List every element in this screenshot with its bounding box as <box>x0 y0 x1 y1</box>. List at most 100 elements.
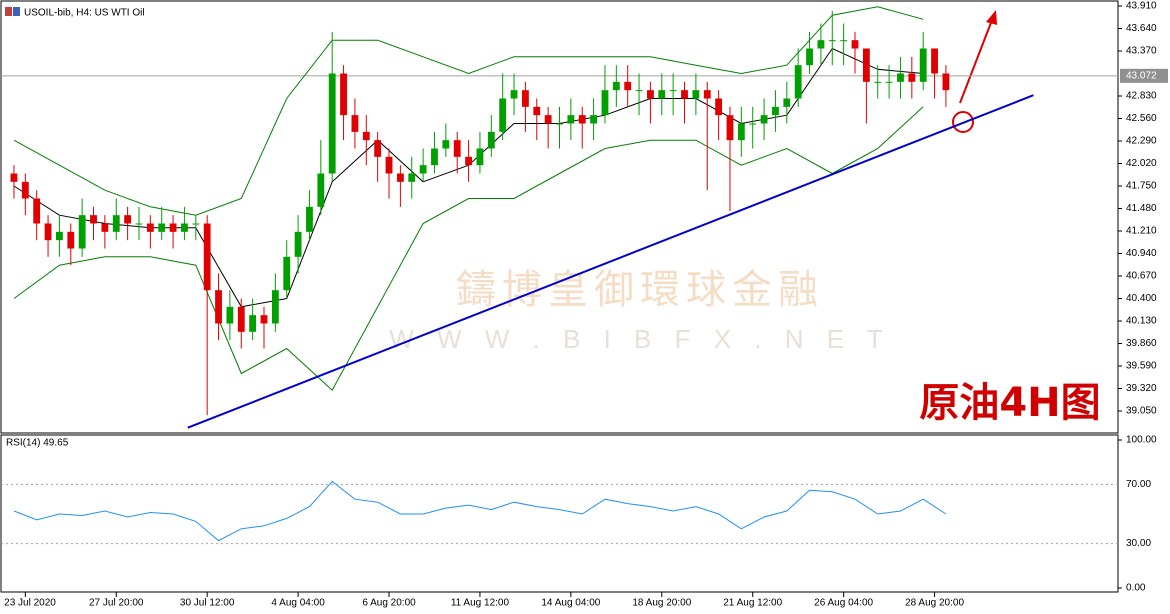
candle-body <box>658 90 666 99</box>
candle-body <box>237 306 245 332</box>
current-price-box <box>1120 68 1168 83</box>
candle-body <box>567 115 575 124</box>
candle-body <box>669 90 677 92</box>
icon-part <box>13 7 20 16</box>
x-tick-label: 4 Aug 04:00 <box>271 598 325 609</box>
y-tick-label: 39.050 <box>1126 406 1157 417</box>
y-tick-label: 41.750 <box>1126 181 1157 192</box>
candle-body <box>647 90 654 99</box>
candle-body <box>192 223 200 225</box>
candle-body <box>453 140 461 157</box>
candle-body <box>556 123 563 125</box>
candle-body <box>124 215 132 224</box>
watermark-url: W W W . B I B F X . N E T <box>389 324 890 354</box>
candle-body <box>465 156 472 166</box>
candle-body <box>260 315 268 324</box>
rsi-panel-frame <box>0 434 1119 593</box>
candle-body <box>21 181 29 199</box>
candle-body <box>772 106 779 116</box>
candle-body <box>840 40 848 42</box>
x-tick-label: 27 Jul 20:00 <box>89 598 144 609</box>
candle-body <box>90 215 97 224</box>
candle-body <box>306 206 313 232</box>
candle-body <box>624 81 632 91</box>
candle-body <box>908 73 916 82</box>
rsi-tick-label: 0.00 <box>1126 583 1146 594</box>
candle-body <box>726 115 734 141</box>
candle-body <box>897 73 904 82</box>
current-price-label: 43.072 <box>1126 70 1157 81</box>
trendline <box>187 94 1034 429</box>
candle-body <box>692 90 700 99</box>
candle-body <box>931 48 938 74</box>
candle-body <box>351 115 359 132</box>
x-tick-label: 23 Jul 2020 <box>4 598 56 609</box>
candle-body <box>374 140 382 157</box>
candle-body <box>544 115 552 124</box>
candle-body <box>44 223 52 241</box>
candle-body <box>146 223 154 232</box>
y-tick-label: 41.210 <box>1126 226 1157 237</box>
candle-body <box>794 65 802 99</box>
price-panel-frame <box>0 0 1119 434</box>
candle-body <box>612 81 620 91</box>
x-tick-label: 28 Aug 20:00 <box>905 598 964 609</box>
y-tick-label: 42.020 <box>1126 158 1157 169</box>
candle-body <box>499 98 507 132</box>
candle-body <box>828 40 836 42</box>
candle-body <box>942 73 950 91</box>
candle-body <box>419 165 427 174</box>
candle-body <box>181 223 188 232</box>
candle-body <box>817 40 825 49</box>
y-tick-label: 43.910 <box>1126 1 1157 12</box>
arrow <box>952 10 997 133</box>
y-tick-label: 43.370 <box>1126 46 1157 57</box>
candle-body <box>749 123 757 125</box>
y-tick-label: 39.590 <box>1126 361 1157 372</box>
candle-body <box>294 231 302 257</box>
rsi-tick-label: 100.00 <box>1126 435 1157 446</box>
symbol-icon <box>5 7 20 16</box>
candle-body <box>328 73 336 174</box>
y-tick-label: 42.830 <box>1126 91 1157 102</box>
candle-body <box>101 223 109 232</box>
candle-body <box>340 73 347 116</box>
candle-body <box>851 40 859 49</box>
indicator-line <box>13 106 924 392</box>
candle-body <box>521 90 529 107</box>
candle-body <box>78 215 86 249</box>
x-tick-label: 26 Aug 04:00 <box>814 598 873 609</box>
icon-part <box>5 7 12 16</box>
candle-body <box>476 148 484 166</box>
y-tick-label: 40.400 <box>1126 293 1157 304</box>
candle-body <box>510 90 518 99</box>
y-tick-label: 40.130 <box>1126 316 1157 327</box>
indicator-line <box>13 6 924 216</box>
candle-body <box>249 315 257 332</box>
candle-body <box>737 123 745 141</box>
candle-body <box>601 90 609 116</box>
rsi-title: RSI(14) 49.65 <box>6 438 69 449</box>
candle-body <box>431 148 438 166</box>
candle-body <box>271 290 279 324</box>
candle-body <box>169 223 177 232</box>
candle-body <box>578 115 586 124</box>
candle-body <box>885 81 893 83</box>
candle-body <box>396 173 404 182</box>
candle-body <box>681 90 688 99</box>
arrow-shaft <box>959 19 993 104</box>
candle-body <box>408 173 416 182</box>
watermark: 鑄博皇御環球金融 <box>456 267 824 313</box>
rsi-tick-label: 70.00 <box>1126 479 1151 490</box>
x-tick-label: 11 Aug 12:00 <box>451 598 510 609</box>
y-tick-label: 40.940 <box>1126 248 1157 259</box>
candle-body <box>715 98 723 116</box>
x-tick-label: 30 Jul 12:00 <box>180 598 235 609</box>
y-tick-label: 42.290 <box>1126 136 1157 147</box>
highlight-circle <box>952 111 974 133</box>
candle-body <box>385 156 393 174</box>
candle-body <box>226 306 234 324</box>
candle-body <box>10 173 18 182</box>
candle-body <box>590 115 598 124</box>
